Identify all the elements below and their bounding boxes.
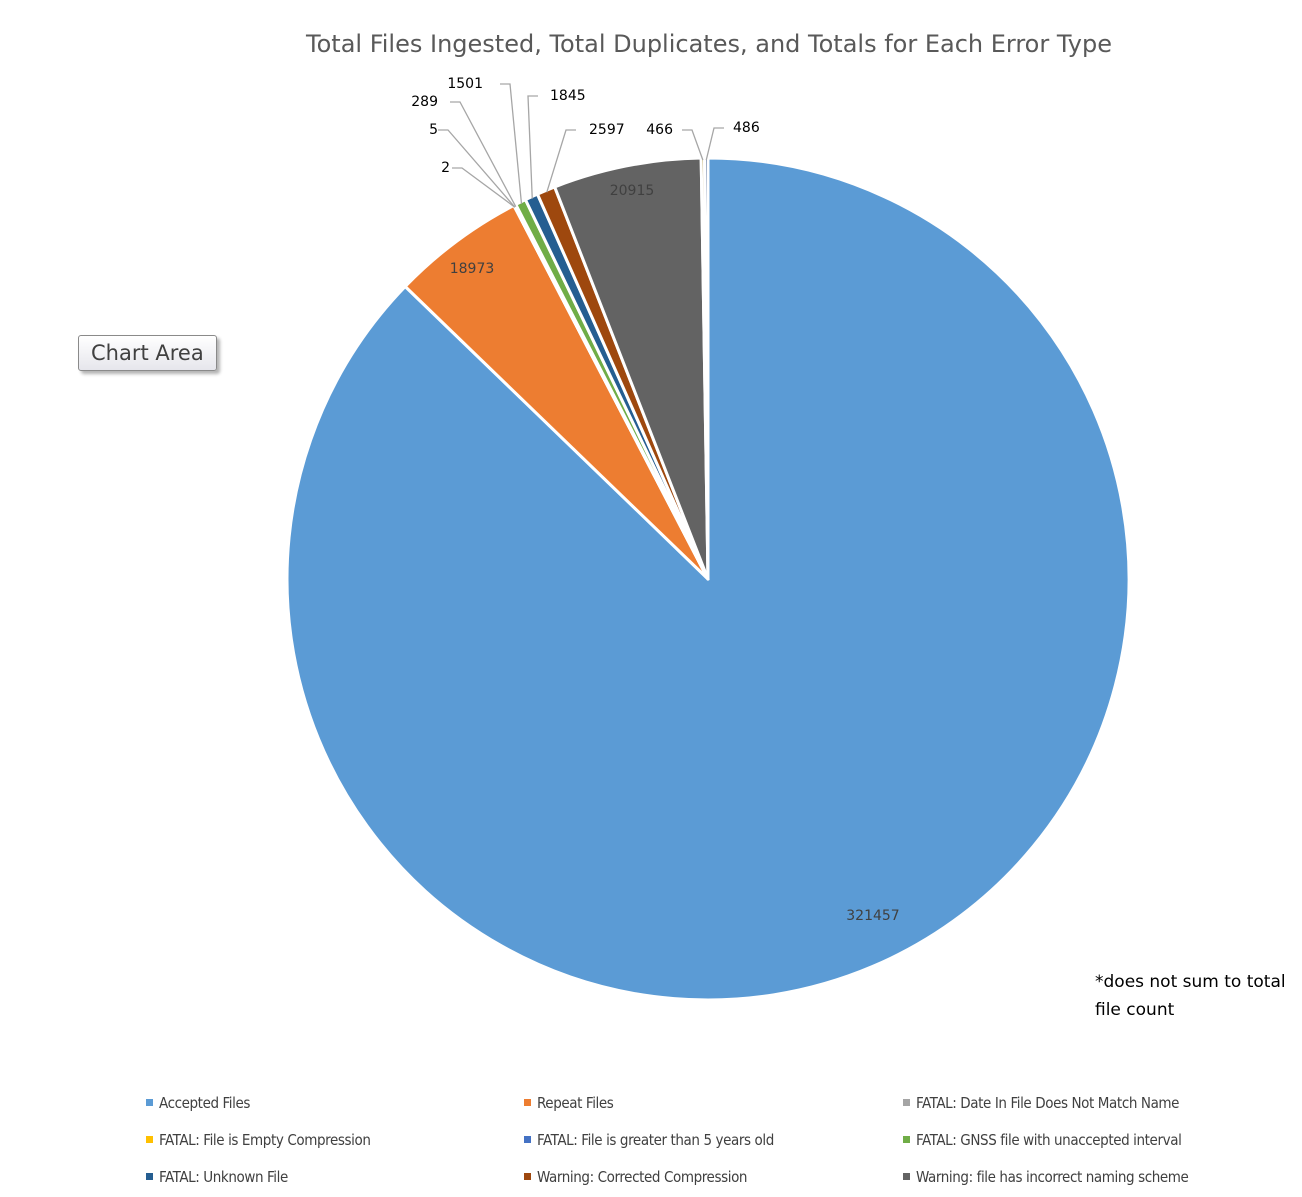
legend-label: FATAL: GNSS file with unaccepted interva…	[916, 1131, 1182, 1149]
legend-item-accepted-files: Accepted Files	[146, 1094, 250, 1112]
leader-line	[438, 129, 516, 208]
data-label: 2597	[589, 122, 625, 138]
legend-swatch	[903, 1136, 910, 1143]
leader-line	[705, 127, 724, 161]
legend-swatch	[524, 1099, 531, 1106]
legend-swatch	[524, 1136, 531, 1143]
data-label: 1501	[447, 76, 483, 92]
data-labels: 321457 18973 2 5 289 1501 1845 2597 20915 466 486	[411, 76, 899, 924]
legend-item-fatal-unknown-file: FATAL: Unknown File	[146, 1168, 288, 1186]
leader-line	[450, 101, 517, 207]
legend-item-fatal-gnss-file-with-unaccepted-interval: FATAL: GNSS file with unaccepted interva…	[903, 1131, 1182, 1149]
pie-slices	[285, 156, 1131, 1002]
legend-label: Accepted Files	[159, 1094, 251, 1112]
legend-swatch	[903, 1173, 910, 1180]
legend-label: FATAL: Unknown File	[159, 1168, 288, 1186]
chart-title: Total Files Ingested, Total Duplicates, …	[306, 30, 1112, 58]
legend-swatch	[146, 1099, 153, 1106]
legend-item-fatal-file-is-greater-than-5-years-old: FATAL: File is greater than 5 years old	[524, 1131, 774, 1149]
data-label: 321457	[846, 908, 899, 924]
data-label: 1845	[550, 88, 586, 104]
legend-label: Warning: Corrected Compression	[537, 1168, 748, 1186]
legend-item-warning-file-has-incorrect-naming-scheme: Warning: file has incorrect naming schem…	[903, 1168, 1189, 1186]
legend-swatch	[524, 1173, 531, 1180]
leader-line	[546, 129, 576, 193]
leader-line	[500, 83, 523, 204]
data-label: 289	[411, 94, 438, 110]
legend-item-warning-corrected-compression: Warning: Corrected Compression	[524, 1168, 747, 1186]
legend-label: Warning: file has incorrect naming schem…	[916, 1168, 1189, 1186]
leader-lines	[438, 83, 724, 208]
leader-line	[682, 129, 704, 161]
data-label: 5	[429, 122, 438, 138]
legend-swatch	[146, 1136, 153, 1143]
leader-line	[452, 167, 516, 208]
data-label: 20915	[610, 183, 655, 199]
legend-label: Repeat Files	[537, 1094, 614, 1112]
legend-label: FATAL: Date In File Does Not Match Name	[916, 1094, 1180, 1112]
pie-slice-warning-file-has-incorrect-naming-scheme	[553, 156, 710, 581]
legend-swatch	[146, 1173, 153, 1180]
data-label: 2	[441, 160, 450, 176]
legend-label: FATAL: File is Empty Compression	[159, 1131, 371, 1149]
legend-item-fatal-date-in-file-does-not-match-name: FATAL: Date In File Does Not Match Name	[903, 1094, 1179, 1112]
legend-label: FATAL: File is greater than 5 years old	[537, 1131, 774, 1149]
data-label: 486	[733, 120, 760, 136]
legend-swatch	[903, 1099, 910, 1106]
chart-area-tooltip: Chart Area	[78, 335, 217, 371]
legend-item-fatal-file-is-empty-compression: FATAL: File is Empty Compression	[146, 1131, 371, 1149]
legend-item-repeat-files: Repeat Files	[524, 1094, 614, 1112]
leader-line	[527, 95, 538, 199]
pie-slice-accepted-files	[285, 156, 1131, 1002]
footnote: *does not sum to total file count	[1095, 972, 1286, 1020]
data-label: 18973	[450, 261, 495, 277]
data-label: 466	[646, 122, 673, 138]
